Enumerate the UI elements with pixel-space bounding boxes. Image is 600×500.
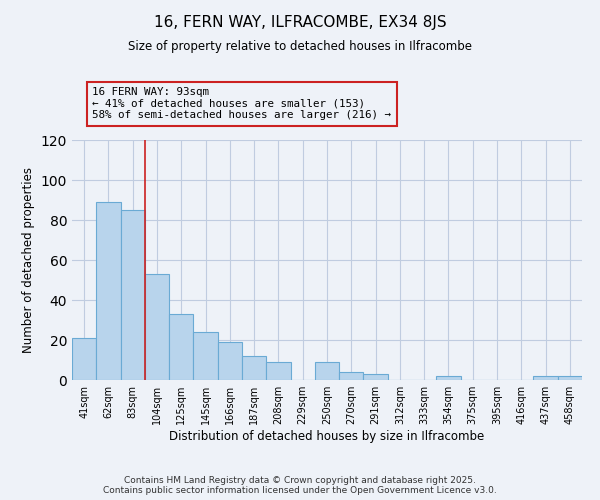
- Text: 16, FERN WAY, ILFRACOMBE, EX34 8JS: 16, FERN WAY, ILFRACOMBE, EX34 8JS: [154, 15, 446, 30]
- Bar: [169, 314, 193, 380]
- Bar: [436, 376, 461, 380]
- Bar: [218, 342, 242, 380]
- Bar: [242, 356, 266, 380]
- Bar: [72, 338, 96, 380]
- Bar: [339, 372, 364, 380]
- Bar: [315, 362, 339, 380]
- Bar: [266, 362, 290, 380]
- X-axis label: Distribution of detached houses by size in Ilfracombe: Distribution of detached houses by size …: [169, 430, 485, 443]
- Bar: [193, 332, 218, 380]
- Y-axis label: Number of detached properties: Number of detached properties: [22, 167, 35, 353]
- Text: Contains HM Land Registry data © Crown copyright and database right 2025.
Contai: Contains HM Land Registry data © Crown c…: [103, 476, 497, 495]
- Bar: [558, 376, 582, 380]
- Bar: [145, 274, 169, 380]
- Bar: [96, 202, 121, 380]
- Bar: [533, 376, 558, 380]
- Bar: [121, 210, 145, 380]
- Text: 16 FERN WAY: 93sqm
← 41% of detached houses are smaller (153)
58% of semi-detach: 16 FERN WAY: 93sqm ← 41% of detached hou…: [92, 87, 391, 120]
- Text: Size of property relative to detached houses in Ilfracombe: Size of property relative to detached ho…: [128, 40, 472, 53]
- Bar: [364, 374, 388, 380]
